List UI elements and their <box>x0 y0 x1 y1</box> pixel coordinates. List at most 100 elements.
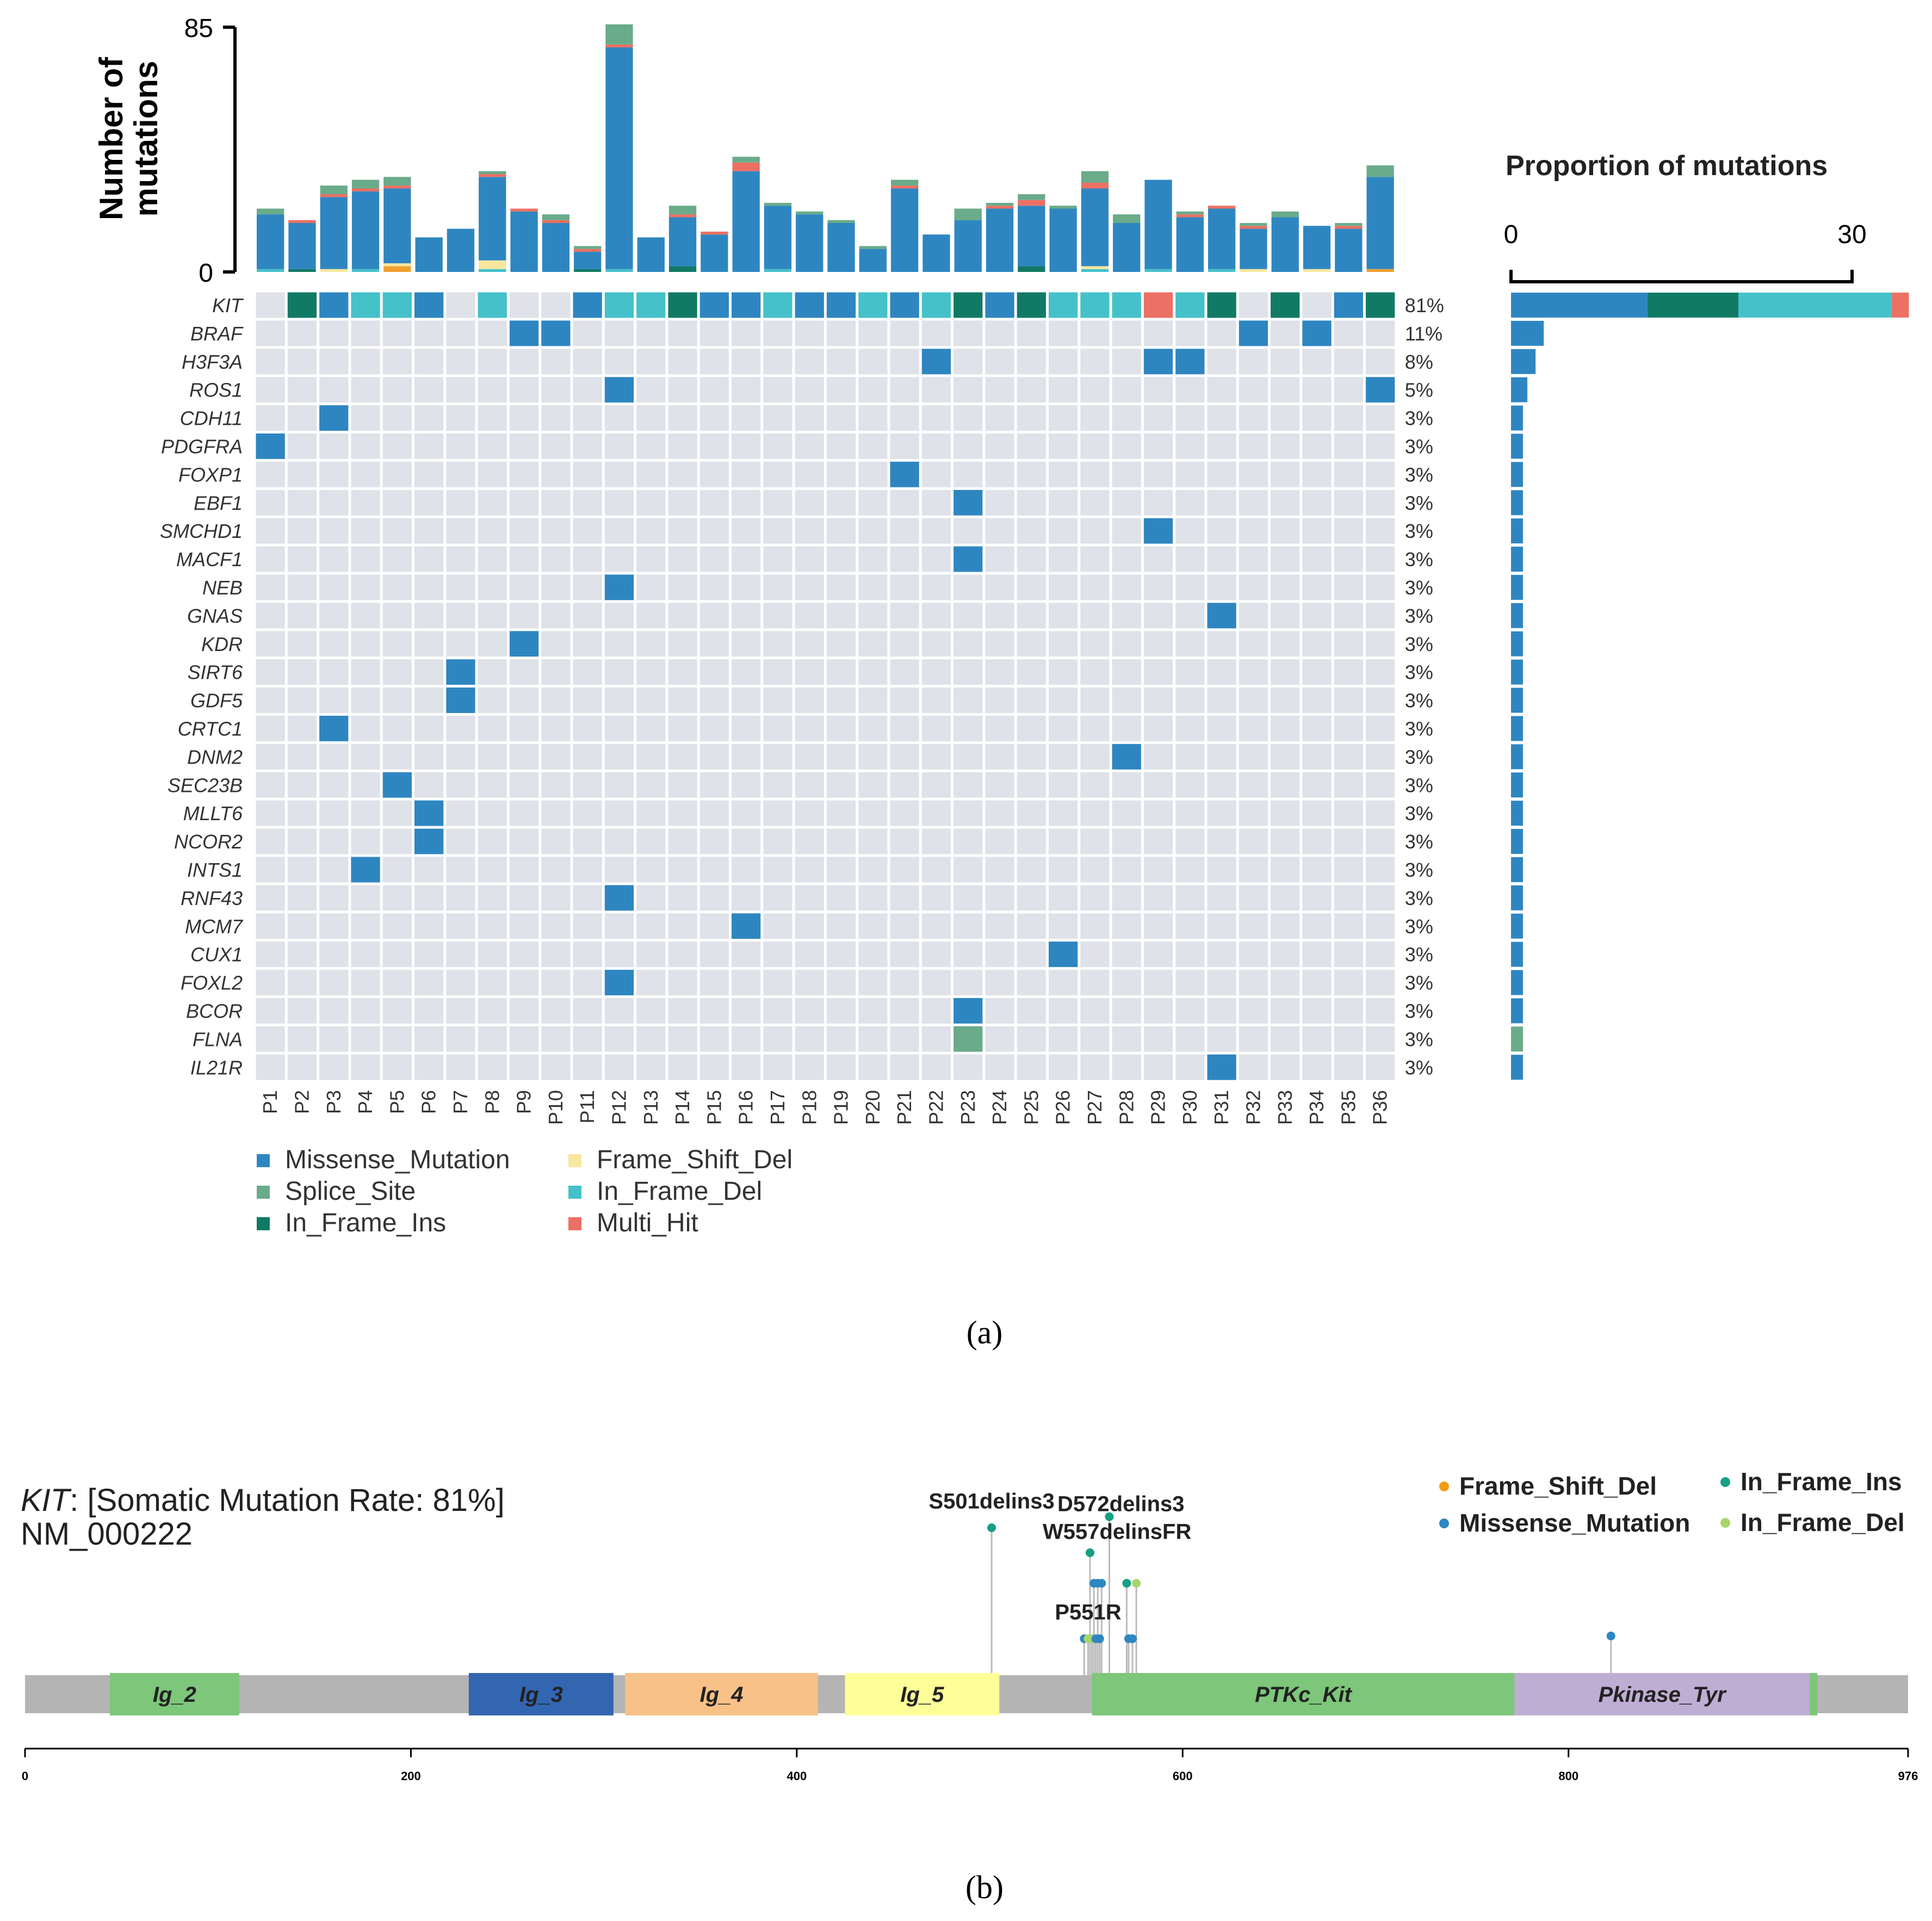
cell-ROS1-P3 <box>319 377 349 403</box>
cell-NCOR2-P1 <box>256 828 285 854</box>
cell-BCOR-P19 <box>826 998 856 1024</box>
cell-PDGFRA-P6 <box>414 433 444 459</box>
tmb-bar-P4-Multi_Hit <box>351 188 380 191</box>
cell-MCM7-P10 <box>541 913 571 939</box>
cell-NCOR2-P10 <box>541 828 571 854</box>
cell-RNF43-P12 <box>604 885 634 911</box>
cell-SEC23B-P2 <box>287 772 317 798</box>
cell-IL21R-P24 <box>985 1054 1014 1080</box>
cell-CDH11-P6 <box>414 405 444 431</box>
cell-MCM7-P13 <box>636 913 666 939</box>
cell-CRTC1-P1 <box>256 716 285 741</box>
cell-MCM7-P14 <box>668 913 697 939</box>
cell-NCOR2-P11 <box>573 828 602 854</box>
cell-CDH11-P12 <box>604 405 634 431</box>
cell-SEC23B-P6 <box>414 772 444 798</box>
cell-MLLT6-P7 <box>446 800 475 826</box>
cell-EBF1-P5 <box>382 489 412 516</box>
cell-MLLT6-P3 <box>319 800 349 826</box>
domain-Ig_3 <box>468 1673 614 1715</box>
cell-PDGFRA-P29 <box>1143 433 1173 459</box>
cell-MLLT6-P11 <box>573 800 602 826</box>
cell-KDR-P25 <box>1017 631 1046 657</box>
cell-SEC23B-P19 <box>826 772 856 798</box>
cell-FLNA-P9 <box>509 1026 539 1052</box>
cell-MLLT6-P33 <box>1271 800 1300 826</box>
cell-FOXP1-P26 <box>1049 461 1078 487</box>
cell-RNF43-P29 <box>1143 885 1173 911</box>
proportion-bar-SEC23B <box>1511 772 1523 798</box>
cell-SMCHD1-P34 <box>1302 518 1332 544</box>
cell-EBF1-P4 <box>351 489 380 516</box>
cell-EBF1-P29 <box>1143 489 1173 516</box>
gene-label-GDF5: GDF5 <box>190 690 243 712</box>
cell-KDR-P34 <box>1302 631 1332 657</box>
cell-MCM7-P26 <box>1049 913 1078 939</box>
cell-EBF1-P26 <box>1049 489 1078 516</box>
cell-FOXP1-P9 <box>509 461 539 487</box>
cell-PDGFRA-P5 <box>382 433 412 459</box>
cell-SEC23B-P15 <box>699 772 729 798</box>
tmb-bar-P16-Splice_Site <box>732 157 760 163</box>
cell-NCOR2-P5 <box>382 828 412 854</box>
cell-FOXL2-P4 <box>351 970 380 995</box>
sample-label-P32: P32 <box>1242 1090 1264 1125</box>
cell-GNAS-P33 <box>1271 603 1300 629</box>
cell-BCOR-P1 <box>256 998 285 1024</box>
cell-FLNA-P15 <box>699 1026 729 1052</box>
cell-MLLT6-P5 <box>382 800 412 826</box>
legend-b-label-Missense_Mutation: Missense_Mutation <box>1459 1509 1690 1537</box>
cell-GDF5-P33 <box>1271 687 1300 713</box>
pct-label-SEC23B: 3% <box>1405 774 1433 796</box>
cell-GNAS-P29 <box>1143 603 1173 629</box>
cell-SMCHD1-P18 <box>795 518 824 544</box>
cell-CRTC1-P32 <box>1239 716 1268 741</box>
cell-BRAF-P13 <box>636 320 666 346</box>
tmb-bar-P5-Frame_Shift_Del <box>383 263 411 267</box>
tmb-y-label: Number ofmutations <box>93 57 164 220</box>
cell-FOXP1-P23 <box>953 461 983 487</box>
cell-MACF1-P14 <box>668 546 697 572</box>
cell-IL21R-P11 <box>573 1054 602 1080</box>
cell-SIRT6-P8 <box>478 659 507 685</box>
cell-MACF1-P21 <box>890 546 919 572</box>
cell-SMCHD1-P32 <box>1239 518 1268 544</box>
cell-CDH11-P34 <box>1302 405 1332 431</box>
cell-RNF43-P19 <box>826 885 856 911</box>
cell-GDF5-P22 <box>921 687 951 713</box>
cell-CDH11-P33 <box>1271 405 1300 431</box>
cell-BCOR-P22 <box>921 998 951 1024</box>
cell-BCOR-P14 <box>668 998 697 1024</box>
cell-MACF1-P35 <box>1334 546 1363 572</box>
cell-CDH11-P36 <box>1366 405 1395 431</box>
cell-CRTC1-P15 <box>699 716 729 741</box>
cell-INTS1-P33 <box>1271 857 1300 883</box>
cell-CRTC1-P7 <box>446 716 475 741</box>
cell-NEB-P25 <box>1017 574 1046 600</box>
cell-FOXL2-P3 <box>319 970 349 995</box>
cell-ROS1-P29 <box>1143 377 1173 403</box>
cell-GDF5-P34 <box>1302 687 1332 713</box>
cell-CUX1-P11 <box>573 941 602 968</box>
cell-PDGFRA-P14 <box>668 433 697 459</box>
cell-IL21R-P35 <box>1334 1054 1363 1080</box>
cell-SEC23B-P26 <box>1049 772 1078 798</box>
cell-MLLT6-P23 <box>953 800 983 826</box>
proportion-bar-CDH11 <box>1511 405 1523 431</box>
gene-label-SEC23B: SEC23B <box>168 774 243 796</box>
cell-INTS1-P10 <box>541 857 571 883</box>
cell-RNF43-P20 <box>858 885 888 911</box>
cell-FOXP1-P20 <box>858 461 888 487</box>
tmb-bar-P8-Multi_Hit <box>479 174 506 177</box>
cell-NCOR2-P20 <box>858 828 888 854</box>
cell-BRAF-P10 <box>541 320 571 346</box>
cell-EBF1-P31 <box>1207 489 1236 516</box>
pct-label-H3F3A: 8% <box>1405 351 1433 373</box>
cell-ROS1-P10 <box>541 377 571 403</box>
lollipop-tick-label-976: 976 <box>1898 1769 1918 1783</box>
cell-ROS1-P26 <box>1049 377 1078 403</box>
cell-H3F3A-P33 <box>1271 349 1300 375</box>
cell-MCM7-P24 <box>985 913 1014 939</box>
cell-BCOR-P17 <box>763 998 792 1024</box>
legend-swatch-ins <box>257 1217 270 1230</box>
